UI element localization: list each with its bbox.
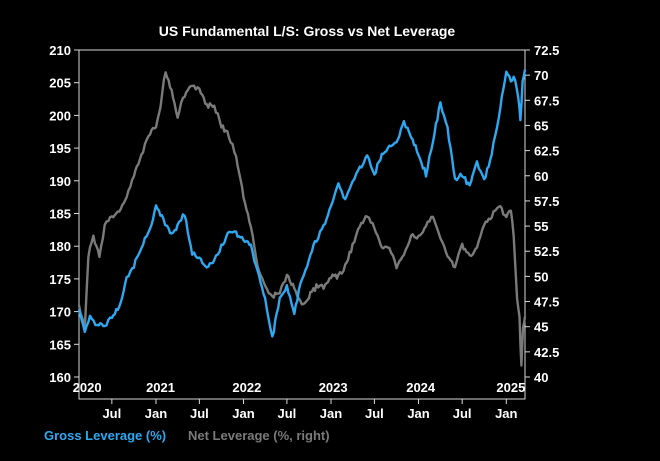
legend-item-gross: Gross Leverage (%)	[44, 428, 166, 443]
series-layer	[77, 69, 527, 367]
left-tick-label: 170	[49, 305, 71, 320]
year-label: 2025	[496, 380, 525, 395]
x-axis: 2020 2021 2022 2023 2024 2025 Jul Jan Jul Jan Jul J…	[73, 380, 526, 421]
left-tick-label: 180	[49, 239, 71, 254]
chart-title: US Fundamental L/S: Gross vs Net Leverag…	[159, 23, 456, 39]
month-label: Jul	[453, 406, 472, 421]
right-tick-label: 40	[534, 370, 548, 385]
month-label: Jan	[145, 406, 167, 421]
month-label: Jul	[190, 406, 209, 421]
year-label: 2020	[73, 380, 102, 395]
plot-frame	[78, 49, 526, 400]
right-tick-label: 72.5	[534, 43, 559, 58]
month-label: Jan	[495, 406, 517, 421]
month-label: Jul	[365, 406, 384, 421]
month-label: Jul	[277, 406, 296, 421]
right-y-axis: 40 42.5 45 47.5 50 52.5 55 57.5 60 62.5 65 67.5 70 72…	[525, 43, 559, 385]
right-tick-label: 70	[534, 68, 548, 83]
year-label: 2021	[146, 380, 175, 395]
left-tick-label: 210	[49, 43, 71, 58]
right-tick-label: 55	[534, 219, 548, 234]
month-label: Jan	[320, 406, 342, 421]
left-tick-label: 175	[49, 272, 71, 287]
year-label: 2023	[319, 380, 348, 395]
legend: Gross Leverage (%) Net Leverage (%, righ…	[44, 428, 330, 443]
right-tick-label: 50	[534, 269, 548, 284]
net-leverage-line	[77, 71, 527, 367]
left-y-axis: 160 165 170 175 180 185 190 195 200 205 210	[49, 43, 79, 385]
month-label: Jan	[407, 406, 429, 421]
year-label: 2024	[406, 380, 436, 395]
left-tick-label: 160	[49, 370, 71, 385]
left-tick-label: 185	[49, 207, 71, 222]
right-tick-label: 57.5	[534, 194, 559, 209]
month-label: Jul	[102, 406, 121, 421]
left-tick-label: 195	[49, 141, 71, 156]
right-tick-label: 52.5	[534, 244, 559, 259]
right-tick-label: 42.5	[534, 345, 559, 360]
legend-item-net: Net Leverage (%, right)	[188, 428, 330, 443]
month-label: Jan	[232, 406, 254, 421]
left-tick-label: 205	[49, 76, 71, 91]
left-tick-label: 190	[49, 174, 71, 189]
right-tick-label: 60	[534, 169, 548, 184]
left-tick-label: 165	[49, 337, 71, 352]
left-tick-label: 200	[49, 108, 71, 123]
right-tick-label: 65	[534, 118, 548, 133]
right-tick-label: 45	[534, 320, 548, 335]
gross-leverage-line	[77, 69, 527, 338]
right-tick-label: 67.5	[534, 93, 559, 108]
right-tick-label: 62.5	[534, 144, 559, 159]
right-tick-label: 47.5	[534, 295, 559, 310]
year-label: 2022	[232, 380, 261, 395]
